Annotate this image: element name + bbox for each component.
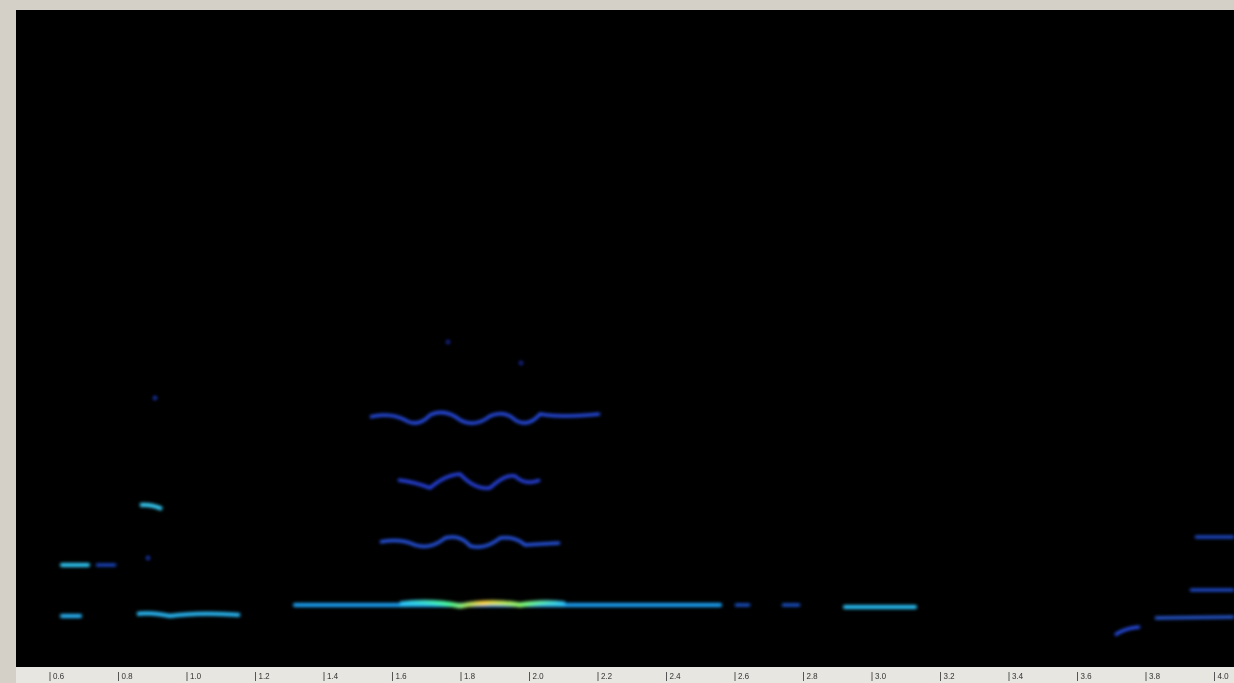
trace xyxy=(519,361,523,365)
tick-label: 1.4 xyxy=(327,672,339,681)
tick-label: 4.0 xyxy=(1218,672,1230,681)
tick-label: 0.6 xyxy=(53,672,65,681)
tick-label: 2.8 xyxy=(807,672,819,681)
tick-label: 3.2 xyxy=(944,672,956,681)
trace xyxy=(446,340,450,344)
trace xyxy=(1155,617,1234,618)
spectrogram-view: 0.6 0.8 1.0 1.2 1.4 1.6 1.8 2.0 2.2 2.4 2.6 2.8 3.0 3… xyxy=(0,0,1234,683)
tick-label: 1.2 xyxy=(259,672,271,681)
tick-label: 1.8 xyxy=(464,672,476,681)
trace xyxy=(153,396,157,400)
tick-label: 2.0 xyxy=(533,672,545,681)
tick-label: 2.4 xyxy=(670,672,682,681)
tick-label: 3.8 xyxy=(1149,672,1161,681)
spectrogram-panel xyxy=(16,10,1234,667)
tick-label: 3.0 xyxy=(875,672,887,681)
tick-label: 2.6 xyxy=(738,672,750,681)
tick-label: 0.8 xyxy=(122,672,134,681)
tick-label: 3.6 xyxy=(1081,672,1093,681)
page: 0.6 0.8 1.0 1.2 1.4 1.6 1.8 2.0 2.2 2.4 2.6 2.8 3.0 3… xyxy=(0,0,1234,683)
tick-label: 3.4 xyxy=(1012,672,1024,681)
tick-label: 2.2 xyxy=(601,672,613,681)
trace xyxy=(146,556,150,560)
tick-label: 1.0 xyxy=(190,672,202,681)
tick-label: 1.6 xyxy=(396,672,408,681)
